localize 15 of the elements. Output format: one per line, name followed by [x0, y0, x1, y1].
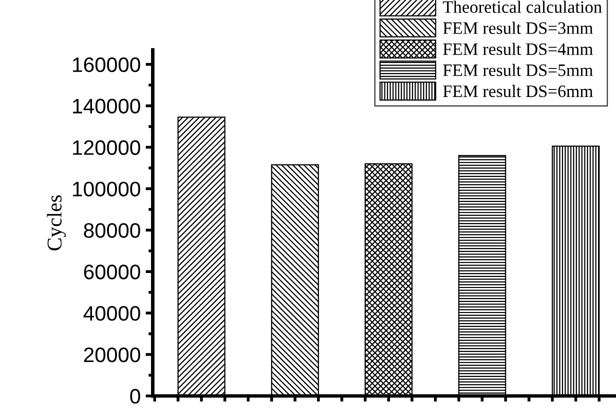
legend-label: FEM result DS=4mm [443, 42, 593, 56]
legend-label: Theoretical calculation [442, 0, 602, 13]
y-tick-label: 20000 [84, 347, 140, 362]
y-tick-label: 100000 [73, 182, 140, 196]
y-tick-label: 0 [130, 388, 140, 404]
y-tick-label: 160000 [73, 57, 140, 72]
legend-label: FEM result DS=3mm [443, 22, 593, 34]
y-tick-label: 80000 [84, 223, 140, 238]
y-tick-label: 60000 [84, 264, 140, 280]
y-tick-label: 140000 [73, 98, 140, 114]
legend-label: FEM result DS=5mm [443, 64, 593, 76]
legend-label: FEM result DS=6mm [443, 84, 593, 98]
y-tick-label: 120000 [73, 140, 140, 156]
y-tick-label: 40000 [84, 306, 140, 321]
y-axis-title: Cycles [46, 195, 66, 250]
